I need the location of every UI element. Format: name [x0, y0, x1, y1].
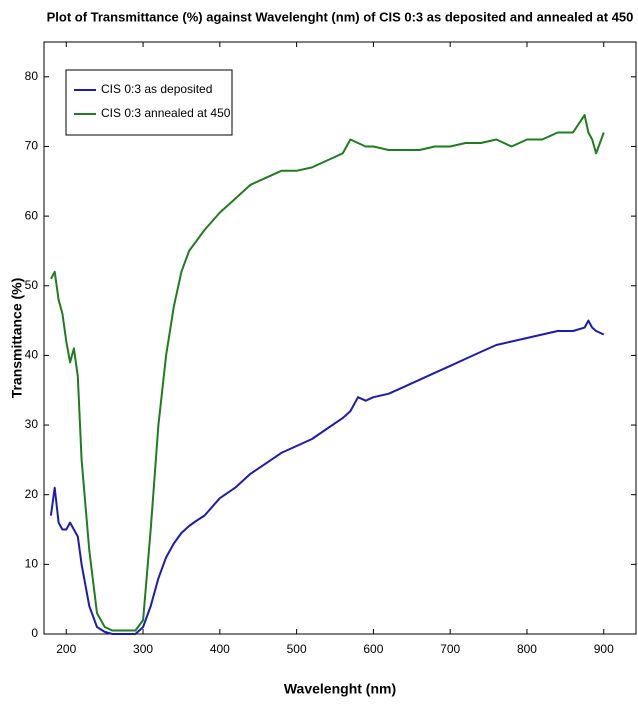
y-tick-label: 30: [25, 417, 39, 431]
y-tick-label: 50: [25, 278, 39, 292]
y-tick-label: 60: [25, 208, 39, 222]
legend-label: CIS 0:3 annealed at 450: [101, 106, 231, 120]
legend-label: CIS 0:3 as deposited: [101, 82, 212, 96]
chart-title: Plot of Transmittance (%) against Wavele…: [47, 9, 634, 24]
y-tick-label: 10: [25, 557, 39, 571]
series-line: [49, 319, 605, 635]
x-tick-label: 500: [287, 642, 307, 656]
x-tick-label: 600: [363, 642, 383, 656]
x-tick-label: 400: [210, 642, 230, 656]
y-axis-label: Transmittance (%): [9, 278, 25, 399]
x-tick-label: 700: [440, 642, 460, 656]
y-tick-label: 70: [25, 139, 39, 153]
x-tick-label: 200: [56, 642, 76, 656]
y-tick-label: 0: [31, 626, 38, 640]
series-line: [50, 114, 605, 632]
x-tick-label: 300: [133, 642, 153, 656]
x-axis-label: Wavelenght (nm): [284, 681, 396, 697]
x-tick-label: 900: [594, 642, 614, 656]
y-tick-label: 20: [25, 487, 39, 501]
y-tick-label: 40: [25, 348, 39, 362]
legend-box: [65, 69, 233, 136]
x-tick-label: 800: [517, 642, 537, 656]
plot-area: [43, 41, 637, 635]
y-tick-label: 80: [25, 69, 39, 83]
